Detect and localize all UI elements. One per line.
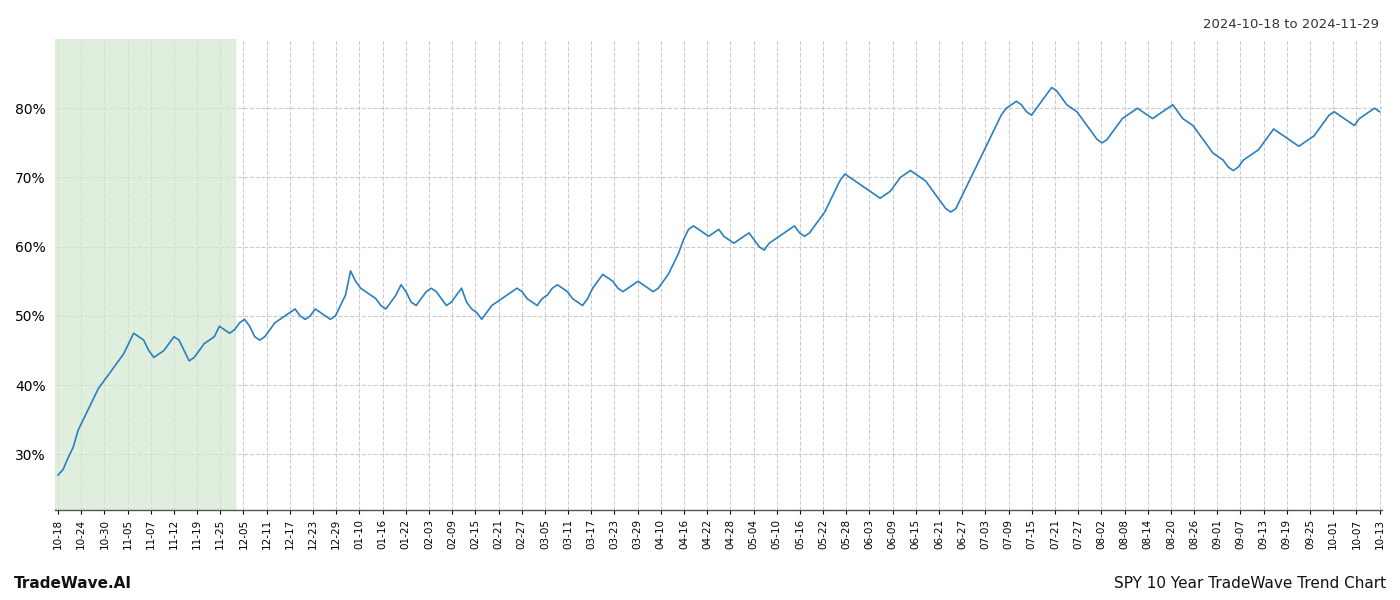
Text: TradeWave.AI: TradeWave.AI: [14, 576, 132, 591]
Text: 2024-10-18 to 2024-11-29: 2024-10-18 to 2024-11-29: [1203, 18, 1379, 31]
Text: SPY 10 Year TradeWave Trend Chart: SPY 10 Year TradeWave Trend Chart: [1114, 576, 1386, 591]
Bar: [56, 39, 235, 510]
